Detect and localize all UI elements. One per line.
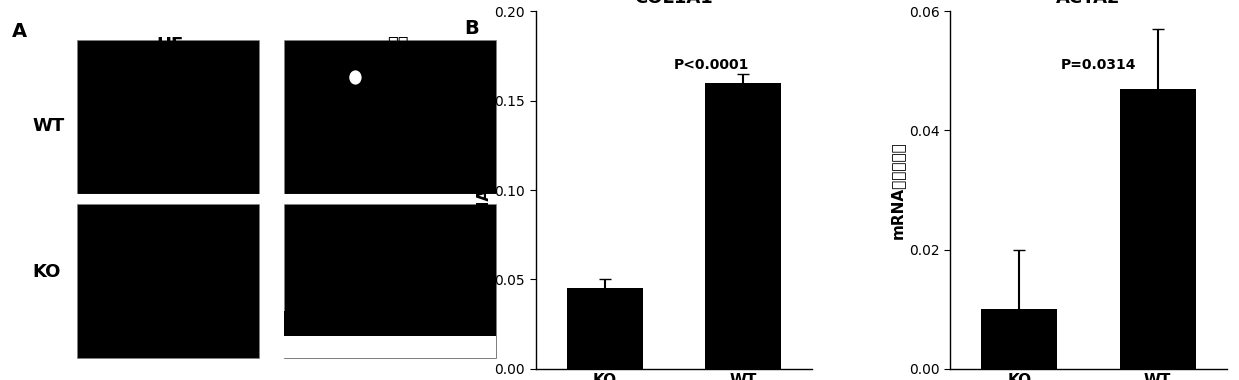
Y-axis label: mRNA相对表达量: mRNA相对表达量: [476, 141, 491, 239]
Title: COL1A1: COL1A1: [634, 0, 714, 7]
Bar: [77, 204, 259, 358]
Text: P<0.0001: P<0.0001: [674, 58, 750, 72]
Bar: [284, 312, 496, 358]
Ellipse shape: [349, 70, 362, 85]
Text: A: A: [12, 22, 27, 41]
Bar: [77, 40, 259, 193]
Bar: [284, 40, 496, 193]
Text: B: B: [465, 19, 479, 38]
Text: HE: HE: [156, 36, 183, 54]
Title: ACTA2: ACTA2: [1056, 0, 1120, 7]
Bar: [284, 312, 496, 336]
Text: WT: WT: [32, 117, 64, 135]
Text: KO: KO: [32, 263, 61, 281]
Text: 马松: 马松: [387, 36, 408, 54]
Bar: [1120, 89, 1196, 369]
Bar: [981, 309, 1057, 369]
Bar: [705, 83, 781, 369]
Bar: [284, 204, 496, 358]
Y-axis label: mRNA相对表达量: mRNA相对表达量: [890, 141, 904, 239]
Text: P=0.0314: P=0.0314: [1061, 58, 1136, 72]
Bar: [566, 288, 643, 369]
